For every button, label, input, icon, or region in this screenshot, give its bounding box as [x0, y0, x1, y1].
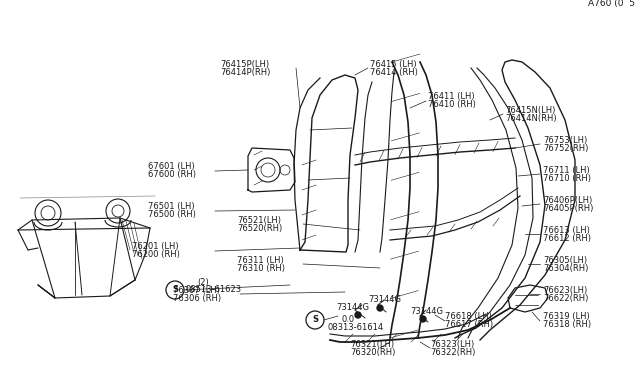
Text: 76201 (LH): 76201 (LH)	[132, 243, 179, 251]
Text: 76318 (RH): 76318 (RH)	[543, 321, 591, 330]
Text: 76414 (RH): 76414 (RH)	[370, 67, 418, 77]
Text: S: S	[312, 315, 318, 324]
Text: 76623(LH): 76623(LH)	[543, 285, 588, 295]
Text: 76501 (LH): 76501 (LH)	[148, 202, 195, 212]
Text: 76618 (LH): 76618 (LH)	[445, 312, 492, 321]
Text: 76307 (LH): 76307 (LH)	[173, 285, 220, 295]
Circle shape	[355, 312, 361, 318]
Text: 76319 (LH): 76319 (LH)	[543, 312, 589, 321]
Text: 76710 (RH): 76710 (RH)	[543, 173, 591, 183]
Text: 76415N(LH): 76415N(LH)	[505, 106, 556, 115]
Text: 76613 (LH): 76613 (LH)	[543, 225, 590, 234]
Text: 76311 (LH): 76311 (LH)	[237, 256, 284, 264]
Text: 76415P(LH): 76415P(LH)	[220, 60, 269, 68]
Text: 76415 (LH): 76415 (LH)	[370, 60, 417, 68]
Text: A760 (0  5: A760 (0 5	[588, 0, 635, 8]
Text: 76410 (RH): 76410 (RH)	[428, 100, 476, 109]
Text: 76414P(RH): 76414P(RH)	[220, 67, 270, 77]
Text: 76622(RH): 76622(RH)	[543, 294, 588, 302]
Text: 76521(LH): 76521(LH)	[237, 215, 281, 224]
Text: 76411 (LH): 76411 (LH)	[428, 93, 475, 102]
Text: 76321(LH): 76321(LH)	[350, 340, 394, 349]
Text: 76612 (RH): 76612 (RH)	[543, 234, 591, 243]
Text: 73144G: 73144G	[368, 295, 401, 305]
Text: 73144G: 73144G	[410, 308, 443, 317]
Text: 76306 (RH): 76306 (RH)	[173, 294, 221, 302]
Text: 76322(RH): 76322(RH)	[430, 347, 476, 356]
Text: 76617 (RH): 76617 (RH)	[445, 321, 493, 330]
Text: 76405P(RH): 76405P(RH)	[543, 203, 593, 212]
Text: 76304(RH): 76304(RH)	[543, 263, 588, 273]
Text: 76500 (RH): 76500 (RH)	[148, 211, 196, 219]
Circle shape	[420, 316, 426, 322]
Text: 0.0: 0.0	[342, 315, 355, 324]
Text: 76305(LH): 76305(LH)	[543, 256, 587, 264]
Text: 76752(RH): 76752(RH)	[543, 144, 588, 153]
Text: 76320(RH): 76320(RH)	[350, 347, 396, 356]
Text: 76310 (RH): 76310 (RH)	[237, 263, 285, 273]
Text: 67601 (LH): 67601 (LH)	[148, 163, 195, 171]
Circle shape	[377, 305, 383, 311]
Text: S: S	[172, 285, 178, 295]
Text: 76406P(LH): 76406P(LH)	[543, 196, 592, 205]
Text: 76414N(RH): 76414N(RH)	[505, 113, 557, 122]
Text: 76753(LH): 76753(LH)	[543, 135, 588, 144]
Text: 76200 (RH): 76200 (RH)	[132, 250, 180, 260]
Text: 73144G: 73144G	[336, 304, 369, 312]
Text: 76520(RH): 76520(RH)	[237, 224, 282, 232]
Text: 76711 (LH): 76711 (LH)	[543, 166, 589, 174]
Text: (2): (2)	[197, 278, 209, 286]
Text: 08513-61623: 08513-61623	[186, 285, 242, 295]
Text: 76323(LH): 76323(LH)	[430, 340, 474, 349]
Text: 67600 (RH): 67600 (RH)	[148, 170, 196, 180]
Text: 08313-61614: 08313-61614	[327, 324, 383, 333]
